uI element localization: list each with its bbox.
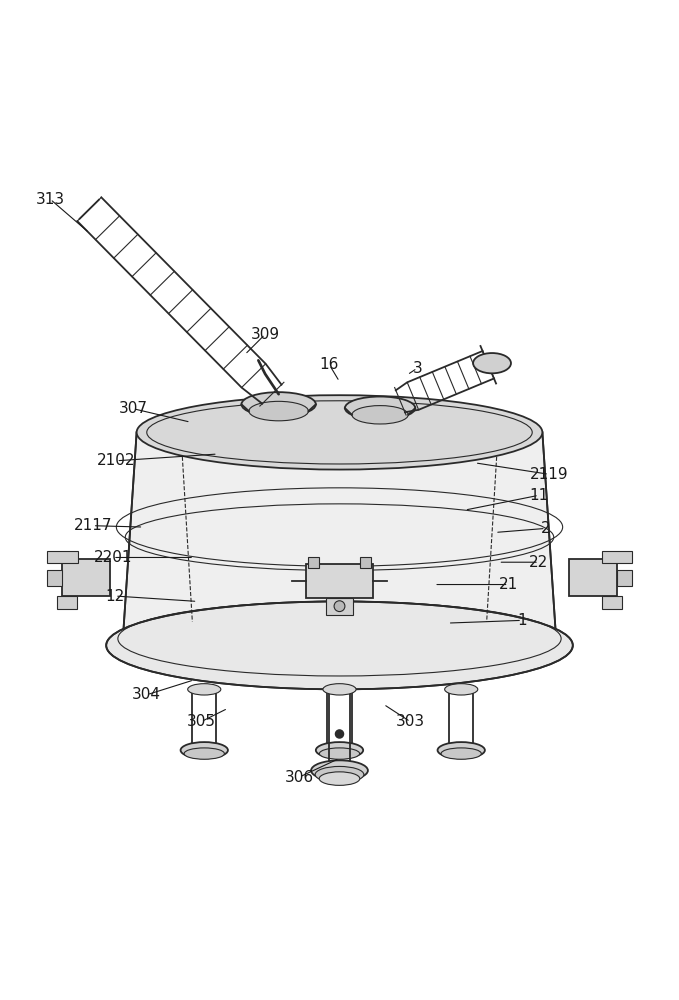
- Bar: [57, 596, 77, 609]
- Bar: [360, 557, 371, 568]
- Text: 22: 22: [530, 555, 549, 570]
- Text: 313: 313: [35, 192, 65, 207]
- Text: 303: 303: [396, 714, 425, 729]
- Text: 2201: 2201: [94, 550, 132, 565]
- Text: 21: 21: [499, 577, 518, 592]
- Text: 2119: 2119: [530, 467, 568, 482]
- Bar: [308, 557, 319, 568]
- Ellipse shape: [136, 395, 543, 470]
- Text: 309: 309: [251, 327, 280, 342]
- Text: 304: 304: [132, 687, 162, 702]
- Text: 2: 2: [541, 521, 551, 536]
- Bar: [326, 598, 353, 615]
- Ellipse shape: [323, 684, 356, 695]
- Ellipse shape: [242, 392, 316, 416]
- Bar: [306, 564, 373, 598]
- Circle shape: [335, 730, 344, 738]
- Ellipse shape: [181, 415, 498, 463]
- Text: 306: 306: [285, 770, 314, 785]
- Ellipse shape: [437, 742, 485, 758]
- Ellipse shape: [345, 397, 416, 420]
- Bar: [617, 570, 631, 586]
- Ellipse shape: [187, 684, 221, 695]
- Ellipse shape: [352, 406, 408, 424]
- Ellipse shape: [316, 742, 363, 758]
- Bar: [48, 570, 62, 586]
- Bar: [62, 559, 109, 596]
- Circle shape: [334, 601, 345, 612]
- Ellipse shape: [181, 742, 228, 758]
- Ellipse shape: [445, 684, 478, 695]
- Ellipse shape: [473, 353, 511, 373]
- Ellipse shape: [106, 601, 573, 689]
- Ellipse shape: [319, 748, 360, 759]
- Text: 307: 307: [119, 401, 148, 416]
- Text: 16: 16: [320, 357, 339, 372]
- Ellipse shape: [319, 772, 360, 785]
- Ellipse shape: [441, 748, 481, 759]
- Text: 2117: 2117: [73, 518, 112, 533]
- Text: 305: 305: [186, 714, 215, 729]
- Ellipse shape: [315, 766, 364, 783]
- Bar: [602, 596, 622, 609]
- Ellipse shape: [249, 401, 308, 421]
- Text: 12: 12: [105, 589, 125, 604]
- Text: 3: 3: [412, 361, 422, 376]
- Text: 2102: 2102: [97, 453, 136, 468]
- Text: 11: 11: [530, 488, 549, 503]
- Ellipse shape: [184, 748, 224, 759]
- Polygon shape: [123, 432, 556, 635]
- Ellipse shape: [143, 401, 536, 468]
- Text: 1: 1: [517, 613, 527, 628]
- Bar: [570, 559, 617, 596]
- Ellipse shape: [311, 760, 368, 781]
- Bar: [602, 551, 632, 563]
- Bar: [48, 551, 78, 563]
